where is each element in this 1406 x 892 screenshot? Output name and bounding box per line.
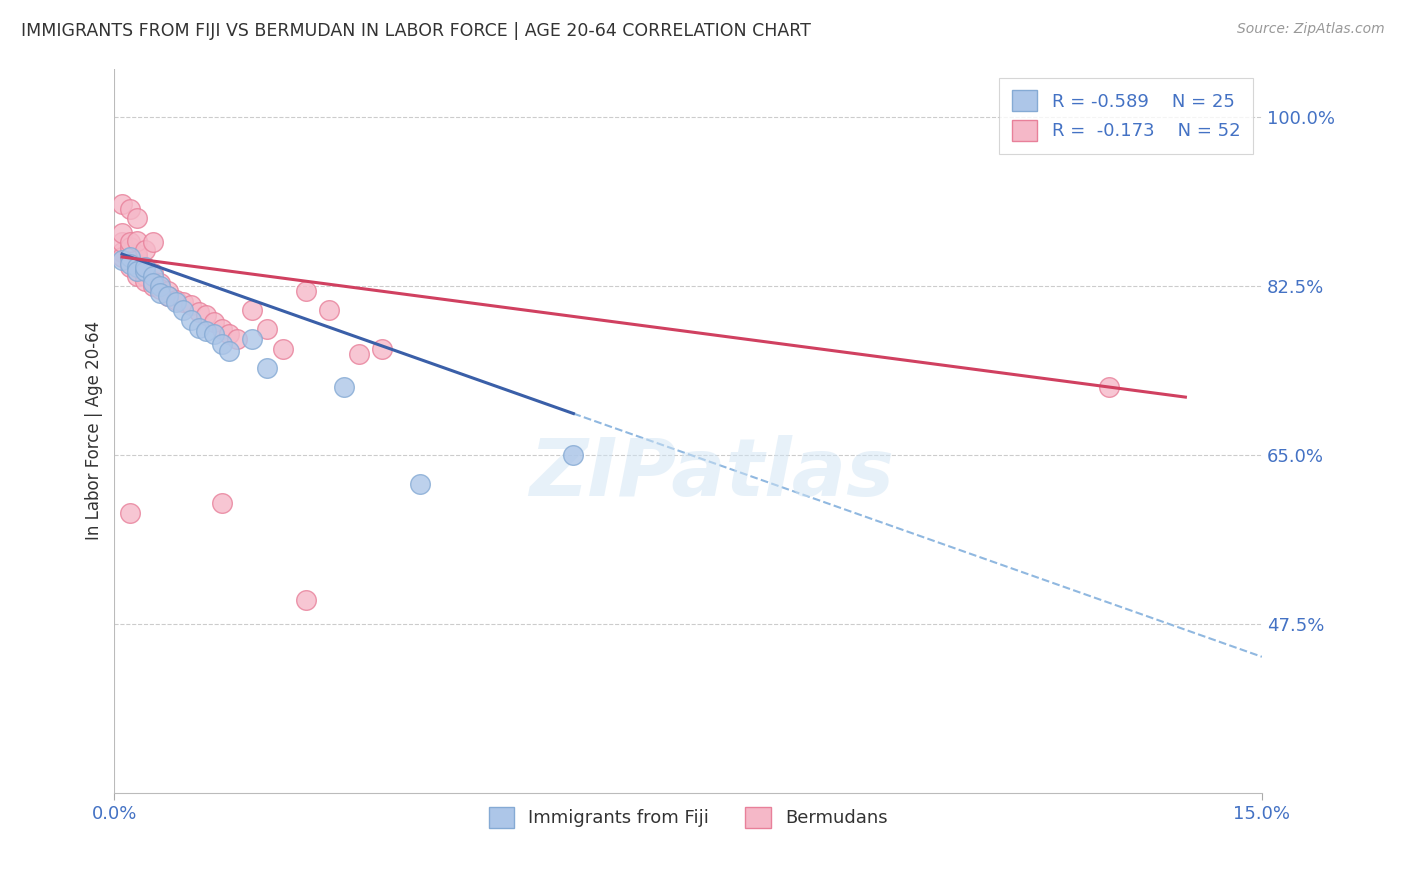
Point <box>1098 380 1121 394</box>
Point <box>371 342 394 356</box>
Point <box>127 260 149 274</box>
Point <box>118 240 141 254</box>
Point <box>149 282 172 296</box>
Point <box>111 235 134 250</box>
Point <box>211 337 233 351</box>
Point <box>156 288 179 302</box>
Point <box>156 288 179 302</box>
Point <box>134 244 156 258</box>
Point <box>127 234 149 248</box>
Point <box>142 267 165 281</box>
Point <box>294 284 316 298</box>
Text: ZIPatlas: ZIPatlas <box>529 435 894 514</box>
Point <box>218 343 240 358</box>
Point <box>127 211 149 226</box>
Point <box>134 260 156 274</box>
Point <box>127 264 149 278</box>
Point <box>118 257 141 271</box>
Point <box>271 342 294 356</box>
Point <box>187 320 209 334</box>
Point <box>118 235 141 250</box>
Point <box>111 245 134 260</box>
Point <box>318 303 340 318</box>
Point <box>165 295 187 310</box>
Point <box>180 298 202 312</box>
Point <box>256 322 278 336</box>
Point <box>347 346 370 360</box>
Point <box>142 274 165 288</box>
Point <box>127 247 149 261</box>
Point <box>225 332 247 346</box>
Point <box>156 284 179 298</box>
Point <box>218 327 240 342</box>
Text: IMMIGRANTS FROM FIJI VS BERMUDAN IN LABOR FORCE | AGE 20-64 CORRELATION CHART: IMMIGRANTS FROM FIJI VS BERMUDAN IN LABO… <box>21 22 811 40</box>
Point <box>118 245 141 260</box>
Point <box>172 303 194 318</box>
Point <box>240 303 263 318</box>
Point <box>202 327 225 342</box>
Point <box>142 279 165 293</box>
Point <box>195 325 218 339</box>
Point <box>149 285 172 300</box>
Point <box>180 313 202 327</box>
Point <box>333 380 356 394</box>
Point <box>294 593 316 607</box>
Point <box>149 276 172 290</box>
Point <box>211 496 233 510</box>
Legend: Immigrants from Fiji, Bermudans: Immigrants from Fiji, Bermudans <box>481 800 894 835</box>
Point <box>165 293 187 308</box>
Point <box>134 260 156 274</box>
Point <box>134 274 156 288</box>
Point <box>118 250 141 264</box>
Point <box>142 276 165 290</box>
Point <box>134 269 156 284</box>
Point <box>142 235 165 250</box>
Point <box>127 257 149 271</box>
Point <box>187 305 209 319</box>
Point <box>195 308 218 322</box>
Point <box>127 269 149 284</box>
Point <box>142 269 165 284</box>
Point <box>172 295 194 310</box>
Point <box>211 322 233 336</box>
Point <box>127 264 149 278</box>
Text: Source: ZipAtlas.com: Source: ZipAtlas.com <box>1237 22 1385 37</box>
Point <box>134 264 156 278</box>
Point <box>111 226 134 240</box>
Point <box>240 332 263 346</box>
Point <box>562 448 585 462</box>
Point <box>127 250 149 264</box>
Point <box>111 196 134 211</box>
Point <box>202 315 225 329</box>
Point <box>118 202 141 216</box>
Point <box>118 506 141 520</box>
Point <box>118 255 141 269</box>
Point <box>149 279 172 293</box>
Y-axis label: In Labor Force | Age 20-64: In Labor Force | Age 20-64 <box>86 321 103 541</box>
Point <box>118 250 141 264</box>
Point <box>118 260 141 274</box>
Point <box>409 477 432 491</box>
Point <box>111 252 134 267</box>
Point <box>256 361 278 376</box>
Point <box>111 250 134 264</box>
